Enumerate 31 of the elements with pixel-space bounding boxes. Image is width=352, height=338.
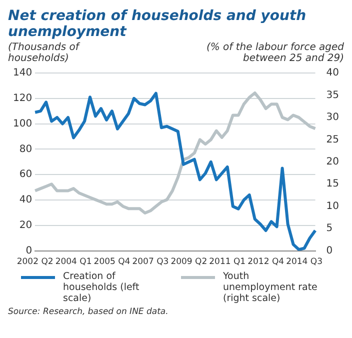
y-tick-label: 140 <box>12 68 32 79</box>
y-tick-label: 40 <box>19 194 32 206</box>
y-tick-label: 120 <box>12 92 32 104</box>
x-tick-label: 2011 Q1 <box>209 257 246 268</box>
y2-tick-label: 40 <box>326 68 340 79</box>
x-tick-label: 2005 Q4 <box>94 257 130 268</box>
source-note: Source: Research, based on INE data. <box>8 307 170 317</box>
x-tick-label: 2007 Q3 <box>132 257 169 268</box>
legend-label: Youth unemployment rate (right scale) <box>223 271 318 304</box>
y-tick-label: 100 <box>12 118 32 130</box>
x-tick-label: 2002 Q2 <box>16 257 54 268</box>
y2-tick-label: 35 <box>326 90 340 101</box>
y2-axis-title: (% of the labour force aged between 25 and 29) <box>205 42 344 64</box>
y2-tick-label: 0 <box>326 245 333 256</box>
y-tick-label: 0 <box>26 245 32 256</box>
y-tick-label: 20 <box>19 220 32 231</box>
x-tick-label: 2004 Q1 <box>55 257 92 268</box>
x-tick-label: 2009 Q2 <box>170 257 208 268</box>
y2-tick-label: 5 <box>326 223 333 234</box>
y2-tick-label: 20 <box>326 156 340 168</box>
y2-tick-label: 25 <box>326 134 340 146</box>
chart-title: Net creation of households and youth unemployment <box>8 8 308 40</box>
legend-label: Creation of households (left scale) <box>63 271 140 304</box>
y-tick-label: 60 <box>19 169 32 180</box>
y2-tick-label: 15 <box>326 178 340 190</box>
x-tick-label: 2012 Q4 <box>248 257 284 268</box>
y-axis-title: (Thousands of households) <box>8 42 82 64</box>
x-tick-label: 2014 Q3 <box>286 257 323 268</box>
y2-tick-label: 10 <box>326 200 340 212</box>
y2-tick-label: 30 <box>326 112 340 124</box>
y-tick-label: 80 <box>19 144 32 155</box>
